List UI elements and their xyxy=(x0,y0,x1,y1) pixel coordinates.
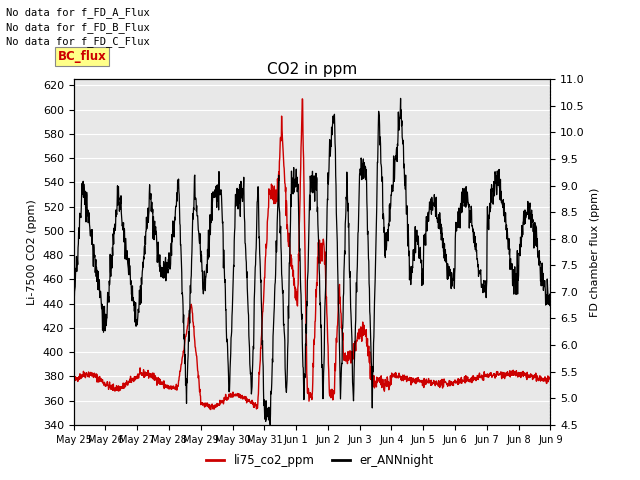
Text: No data for f_FD_A_Flux: No data for f_FD_A_Flux xyxy=(6,7,150,18)
Title: CO2 in ppm: CO2 in ppm xyxy=(267,61,357,77)
Y-axis label: Li-7500 CO2 (ppm): Li-7500 CO2 (ppm) xyxy=(27,199,37,305)
Y-axis label: FD chamber flux (ppm): FD chamber flux (ppm) xyxy=(590,187,600,317)
Text: No data for f_FD_B_Flux: No data for f_FD_B_Flux xyxy=(6,22,150,33)
Legend: li75_co2_ppm, er_ANNnight: li75_co2_ppm, er_ANNnight xyxy=(202,449,438,472)
Text: No data for f_FD_C_Flux: No data for f_FD_C_Flux xyxy=(6,36,150,47)
Text: BC_flux: BC_flux xyxy=(58,50,106,63)
